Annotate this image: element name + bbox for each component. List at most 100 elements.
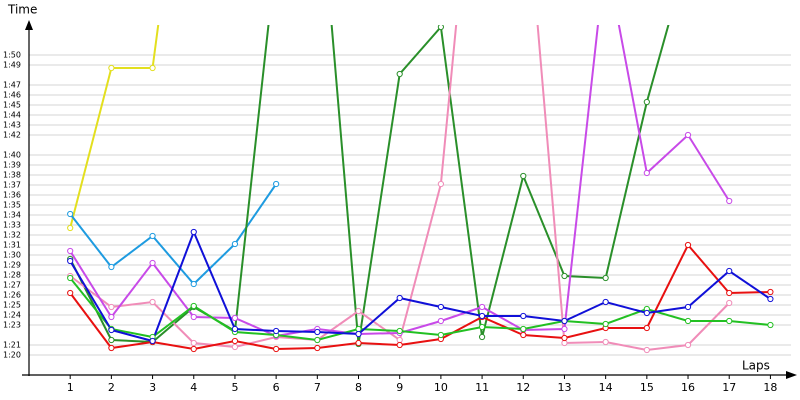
series-line [69,183,277,286]
point [437,180,444,188]
y-tick-label: 1:36 [3,191,21,200]
y-tick-label: 1:49 [3,61,21,70]
point [602,274,609,282]
point [108,263,115,271]
point [684,317,692,325]
point [726,289,733,297]
point [314,328,321,336]
x-tick-label: 1 [67,381,74,394]
point [478,303,486,311]
y-tick-label: 1:26 [3,291,21,300]
point [231,343,239,351]
point [108,303,115,311]
point [67,224,74,232]
point [108,64,115,72]
point [67,257,74,265]
point [602,320,609,328]
point [67,247,74,255]
x-tick-label: 17 [722,381,736,394]
x-tick-label: 3 [149,381,156,394]
x-axis-label: Laps [742,359,770,373]
point [231,240,239,248]
point [767,288,774,296]
x-tick-label: 9 [396,381,403,394]
point [108,336,115,344]
point [478,323,486,331]
y-tick-label: 1:50 [3,51,21,60]
point [726,299,733,307]
x-tick-label: 16 [681,381,695,394]
y-tick-label: 1:23 [3,321,21,330]
point [149,337,156,345]
y-tick-label: 1:20 [3,351,21,360]
point [273,180,280,188]
point [67,210,74,218]
point [602,298,609,306]
point [437,303,444,311]
point [108,344,115,352]
point [314,344,321,352]
y-tick-label: 1:40 [3,151,21,160]
point [355,325,362,333]
point [355,330,362,338]
point [684,341,692,349]
point [643,169,650,177]
point [520,312,527,320]
y-tick-label: 1:29 [3,261,21,270]
y-tick-label: 1:25 [3,301,21,310]
y-tick-label: 1:45 [3,101,21,110]
y-tick-label: 1:21 [3,341,21,350]
x-tick-label: 5 [231,381,238,394]
point [767,321,774,329]
point [643,98,650,106]
point [190,339,197,347]
point [149,232,156,240]
point [520,331,527,339]
x-arrow [786,371,797,379]
point [767,295,774,303]
point [190,280,197,288]
x-tick-label: 7 [314,381,321,394]
point [520,172,527,180]
point [684,131,692,139]
y-tick-label: 1:38 [3,171,21,180]
y-tick-label: 1:43 [3,121,21,130]
point [314,336,321,344]
y-tick-label: 1:35 [3,201,21,210]
y-tick-label: 1:34 [3,211,21,220]
point [355,307,362,315]
point [396,327,403,335]
point [437,331,444,339]
point [108,326,115,334]
point [643,346,650,354]
point [726,197,733,205]
x-tick-label: 2 [108,381,115,394]
y-tick-label: 1:31 [3,241,21,250]
point [561,325,568,333]
series-line [69,25,731,338]
x-tick-label: 8 [355,381,362,394]
series-line [69,25,670,345]
point [355,339,362,347]
x-tick-label: 18 [763,381,777,394]
series-line [69,277,771,342]
point [231,314,239,322]
point [478,333,486,341]
point [67,274,74,282]
y-arrow [25,20,33,30]
series-line [69,229,771,343]
grid [29,54,791,356]
x-tick-label: 10 [434,381,448,394]
y-axis-label: Time [7,3,37,17]
y-tick-label: 1:44 [3,111,21,120]
x-tick-label: 11 [475,381,489,394]
point [684,241,692,249]
point [520,325,527,333]
point [561,334,568,342]
y-tick-label: 1:30 [3,251,21,260]
point [437,25,444,31]
point [231,325,239,333]
x-tick-label: 12 [516,381,530,394]
point [561,339,568,347]
y-tick-label: 1:47 [3,81,21,90]
